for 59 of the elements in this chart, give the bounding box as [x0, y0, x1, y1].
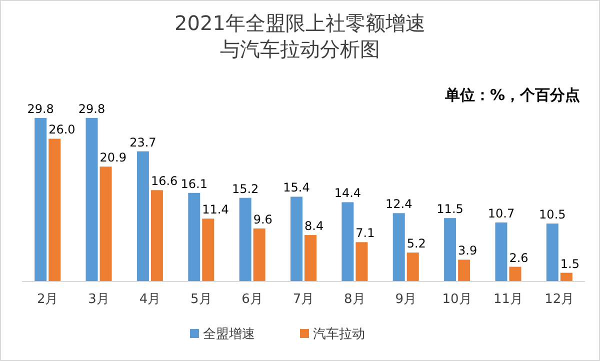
bar: [100, 166, 112, 281]
data-label: 16.6: [150, 174, 178, 188]
data-label: 20.9: [100, 150, 126, 165]
bar: [458, 260, 470, 281]
data-label: 14.4: [334, 186, 362, 200]
legend-label: 全盟增速: [203, 327, 255, 342]
data-label: 29.8: [27, 102, 54, 116]
data-label: 7.1: [356, 226, 375, 240]
data-label: 9.6: [253, 212, 272, 226]
bar: [150, 190, 163, 281]
x-tick-label: 2月: [36, 292, 58, 307]
x-tick-label: 7月: [292, 292, 314, 307]
data-label: 29.8: [78, 102, 106, 116]
x-tick-label: 10月: [442, 292, 472, 307]
bar: [253, 228, 266, 281]
x-tick-label: 6月: [242, 292, 263, 307]
data-label: 1.5: [560, 256, 580, 271]
bar: [356, 242, 368, 281]
bar: [136, 151, 149, 281]
chart-title: 2021年全盟限上社零额增速与汽车拉动分析图: [174, 11, 426, 61]
data-label: 11.5: [436, 202, 464, 216]
data-label: 11.4: [202, 202, 229, 217]
bar: [546, 224, 558, 281]
data-label: 8.4: [304, 219, 324, 234]
data-label: 23.7: [130, 135, 156, 150]
data-label: 10.7: [488, 206, 515, 220]
bar: [495, 222, 508, 281]
bar: [406, 252, 419, 281]
bar: [560, 272, 572, 281]
legend-label: 汽车拉动: [313, 327, 365, 342]
data-label: 26.0: [48, 122, 76, 137]
bar: [509, 266, 522, 281]
data-label: 15.4: [283, 180, 310, 195]
x-tick-label: 4月: [139, 292, 161, 307]
x-tick-label: 8月: [344, 292, 366, 307]
bar: [444, 218, 456, 281]
bar: [188, 192, 200, 281]
bar: [48, 138, 61, 281]
data-label: 2.6: [509, 250, 528, 265]
x-tick-label: 3月: [88, 292, 110, 307]
x-tick-label: 12月: [544, 292, 574, 307]
bar: [342, 202, 354, 281]
data-label: 3.9: [458, 244, 478, 258]
bar: [304, 235, 316, 281]
bar: [290, 196, 302, 281]
data-label: 12.4: [386, 197, 412, 212]
bar: [392, 213, 405, 281]
data-label: 5.2: [406, 236, 426, 251]
data-label: 16.1: [180, 176, 208, 191]
x-tick-label: 9月: [395, 292, 417, 307]
x-tick-label: 11月: [493, 292, 523, 307]
bar: [34, 118, 47, 281]
bar: [239, 198, 252, 281]
bar: [202, 218, 214, 281]
text: 单位：%，个百分点: [444, 86, 580, 104]
data-label: 10.5: [539, 208, 566, 222]
bar: [86, 118, 98, 281]
x-tick-label: 5月: [190, 292, 212, 307]
data-label: 15.2: [232, 182, 259, 196]
